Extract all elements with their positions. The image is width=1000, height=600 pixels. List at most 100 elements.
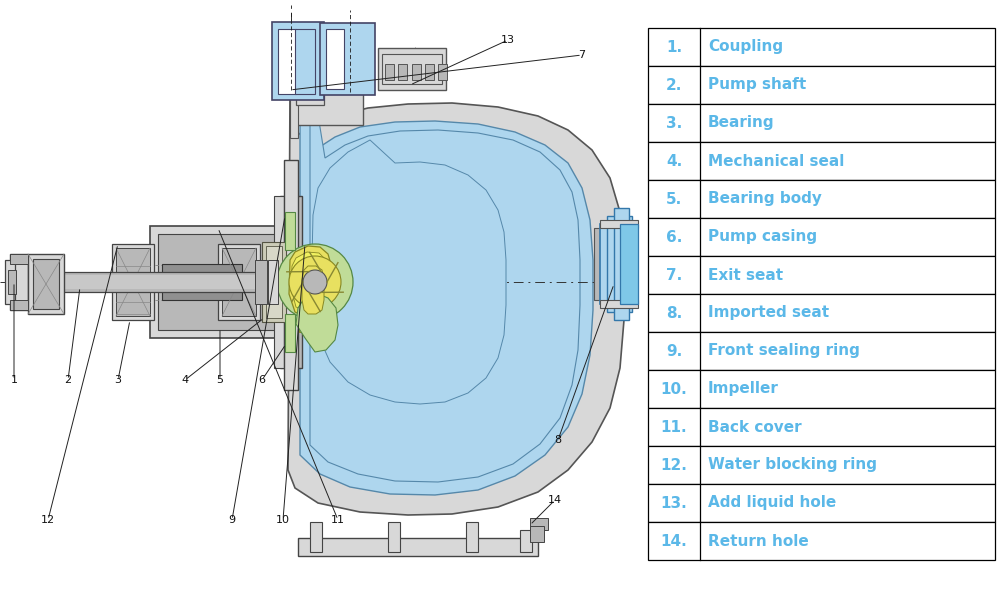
Bar	[378, 48, 446, 90]
Bar	[648, 484, 995, 522]
Bar	[648, 294, 995, 332]
Bar	[218, 244, 260, 320]
Text: 3.: 3.	[666, 115, 682, 130]
Bar	[162, 264, 242, 300]
Polygon shape	[300, 80, 593, 495]
Bar	[326, 29, 344, 89]
Text: Impeller: Impeller	[708, 382, 779, 397]
Text: 13: 13	[501, 35, 515, 45]
Bar	[296, 87, 324, 105]
Text: Bearing body: Bearing body	[708, 191, 822, 206]
Bar	[298, 538, 538, 556]
Text: 5: 5	[216, 375, 224, 385]
Bar	[285, 212, 295, 250]
Bar	[15, 272, 287, 292]
Bar	[600, 220, 638, 228]
Text: 10: 10	[276, 515, 290, 525]
Bar	[466, 522, 478, 552]
Polygon shape	[289, 246, 332, 318]
Bar	[290, 88, 298, 138]
Bar	[262, 242, 286, 322]
Text: 14.: 14.	[661, 533, 687, 548]
Text: 11: 11	[331, 515, 345, 525]
Bar	[274, 196, 284, 368]
Bar	[10, 300, 28, 310]
Bar	[278, 29, 296, 94]
Polygon shape	[296, 293, 338, 352]
Bar	[310, 522, 322, 552]
Bar	[266, 246, 282, 318]
Text: 5.: 5.	[666, 191, 682, 206]
Bar	[10, 254, 28, 310]
Bar	[291, 90, 363, 125]
Circle shape	[277, 244, 353, 320]
Bar	[28, 254, 64, 314]
Text: 2.: 2.	[666, 77, 682, 92]
Text: 1: 1	[10, 375, 18, 385]
Bar	[398, 64, 407, 80]
Polygon shape	[302, 266, 324, 314]
Bar	[600, 224, 638, 304]
Text: 7: 7	[578, 50, 586, 60]
Text: 7.: 7.	[666, 268, 682, 283]
Bar	[5, 260, 15, 304]
Text: 14: 14	[548, 495, 562, 505]
Bar	[648, 66, 995, 104]
Bar	[600, 300, 638, 308]
Bar	[280, 196, 302, 368]
Text: 3: 3	[114, 375, 122, 385]
Polygon shape	[310, 78, 580, 482]
Text: 4: 4	[181, 375, 189, 385]
Bar	[268, 260, 278, 304]
Text: 2: 2	[64, 375, 72, 385]
Bar	[648, 218, 995, 256]
Bar	[648, 28, 995, 66]
Bar	[648, 522, 995, 560]
Bar	[33, 259, 59, 309]
Bar	[285, 314, 295, 352]
Bar	[594, 228, 604, 300]
Text: 11.: 11.	[661, 419, 687, 434]
Bar	[295, 29, 315, 94]
Bar	[648, 180, 995, 218]
Text: 8.: 8.	[666, 305, 682, 320]
Bar	[10, 254, 28, 264]
Bar	[112, 244, 154, 320]
Bar	[388, 522, 400, 552]
Bar	[116, 248, 150, 316]
Bar	[412, 64, 421, 80]
Bar	[284, 160, 298, 390]
Text: 8: 8	[554, 435, 562, 445]
Text: 12.: 12.	[661, 457, 687, 473]
Bar	[382, 54, 442, 84]
Bar	[648, 332, 995, 370]
Text: Imported seat: Imported seat	[708, 305, 829, 320]
Text: 13.: 13.	[661, 496, 687, 511]
Bar	[607, 216, 632, 312]
Bar	[320, 23, 375, 95]
Text: 10.: 10.	[661, 382, 687, 397]
Circle shape	[289, 256, 341, 308]
Polygon shape	[291, 252, 329, 312]
Bar	[8, 270, 16, 294]
Text: 4.: 4.	[666, 154, 682, 169]
Bar	[150, 226, 285, 338]
Text: 12: 12	[41, 515, 55, 525]
Circle shape	[303, 270, 327, 294]
Bar	[520, 530, 532, 552]
Text: Coupling: Coupling	[708, 40, 783, 55]
Bar	[385, 64, 394, 80]
Polygon shape	[312, 140, 506, 404]
Text: Pump casing: Pump casing	[708, 229, 817, 245]
Bar	[648, 370, 995, 408]
Text: 1.: 1.	[666, 40, 682, 55]
Bar	[648, 408, 995, 446]
Text: 9: 9	[228, 515, 236, 525]
Text: Add liquid hole: Add liquid hole	[708, 496, 836, 511]
Text: Mechanical seal: Mechanical seal	[708, 154, 844, 169]
Bar	[620, 224, 638, 304]
Bar	[15, 275, 287, 289]
Text: Exit seat: Exit seat	[708, 268, 783, 283]
Bar	[222, 248, 256, 316]
Bar	[648, 142, 995, 180]
